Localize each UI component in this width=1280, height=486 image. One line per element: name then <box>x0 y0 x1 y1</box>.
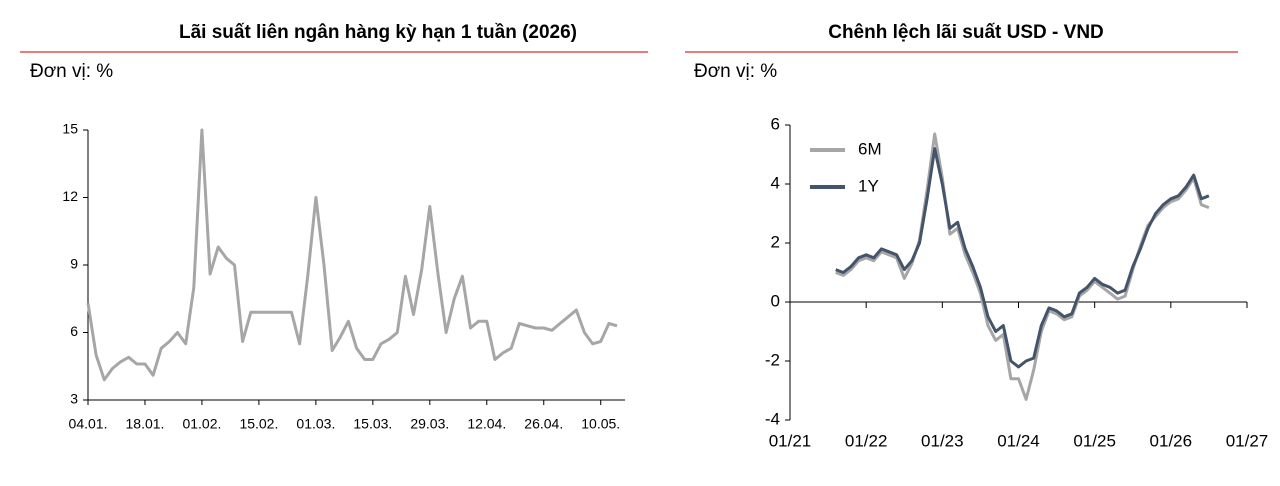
x-tick-label: 01/21 <box>769 431 812 450</box>
data-line <box>835 147 1210 369</box>
x-tick-label: 29.03. <box>410 416 449 432</box>
y-tick-label: 6 <box>771 114 780 133</box>
y-tick-label: 6 <box>70 323 78 339</box>
y-tick-label: -2 <box>765 350 780 369</box>
x-tick-label: 26.04. <box>524 416 563 432</box>
chart-title: Chênh lệch lãi suất USD - VND <box>828 22 1104 43</box>
y-tick-label: 3 <box>70 391 78 407</box>
y-tick-label: 12 <box>62 188 78 204</box>
x-tick-label: 18.01. <box>126 416 165 432</box>
unit-label: Đơn vị: % <box>694 61 777 82</box>
x-tick-label: 01/23 <box>921 431 964 450</box>
x-tick-label: 01/27 <box>1226 431 1269 450</box>
data-line <box>835 132 1210 401</box>
x-tick-label: 01.02. <box>182 416 221 432</box>
x-tick-label: 12.04. <box>467 416 506 432</box>
x-tick-label: 04.01. <box>69 416 108 432</box>
y-tick-label: -4 <box>765 409 780 428</box>
legend-label: 1Y <box>858 176 879 195</box>
x-tick-label: 01/26 <box>1150 431 1193 450</box>
chart-title: Lãi suất liên ngân hàng kỳ hạn 1 tuần (2… <box>179 22 577 43</box>
x-tick-label: 01/24 <box>997 431 1040 450</box>
x-tick-label: 15.02. <box>239 416 278 432</box>
unit-label: Đơn vị: % <box>30 61 113 82</box>
x-tick-label: 01/22 <box>845 431 888 450</box>
legend-label: 6M <box>858 139 882 158</box>
x-tick-label: 01.03. <box>296 416 335 432</box>
y-tick-label: 2 <box>771 232 780 251</box>
y-tick-label: 9 <box>70 256 78 272</box>
x-tick-label: 10.05. <box>581 416 620 432</box>
data-line <box>86 128 618 382</box>
y-tick-label: 0 <box>771 291 780 310</box>
x-tick-label: 15.03. <box>353 416 392 432</box>
y-tick-label: 15 <box>62 121 78 137</box>
y-tick-label: 4 <box>771 173 780 192</box>
x-tick-label: 01/25 <box>1073 431 1116 450</box>
